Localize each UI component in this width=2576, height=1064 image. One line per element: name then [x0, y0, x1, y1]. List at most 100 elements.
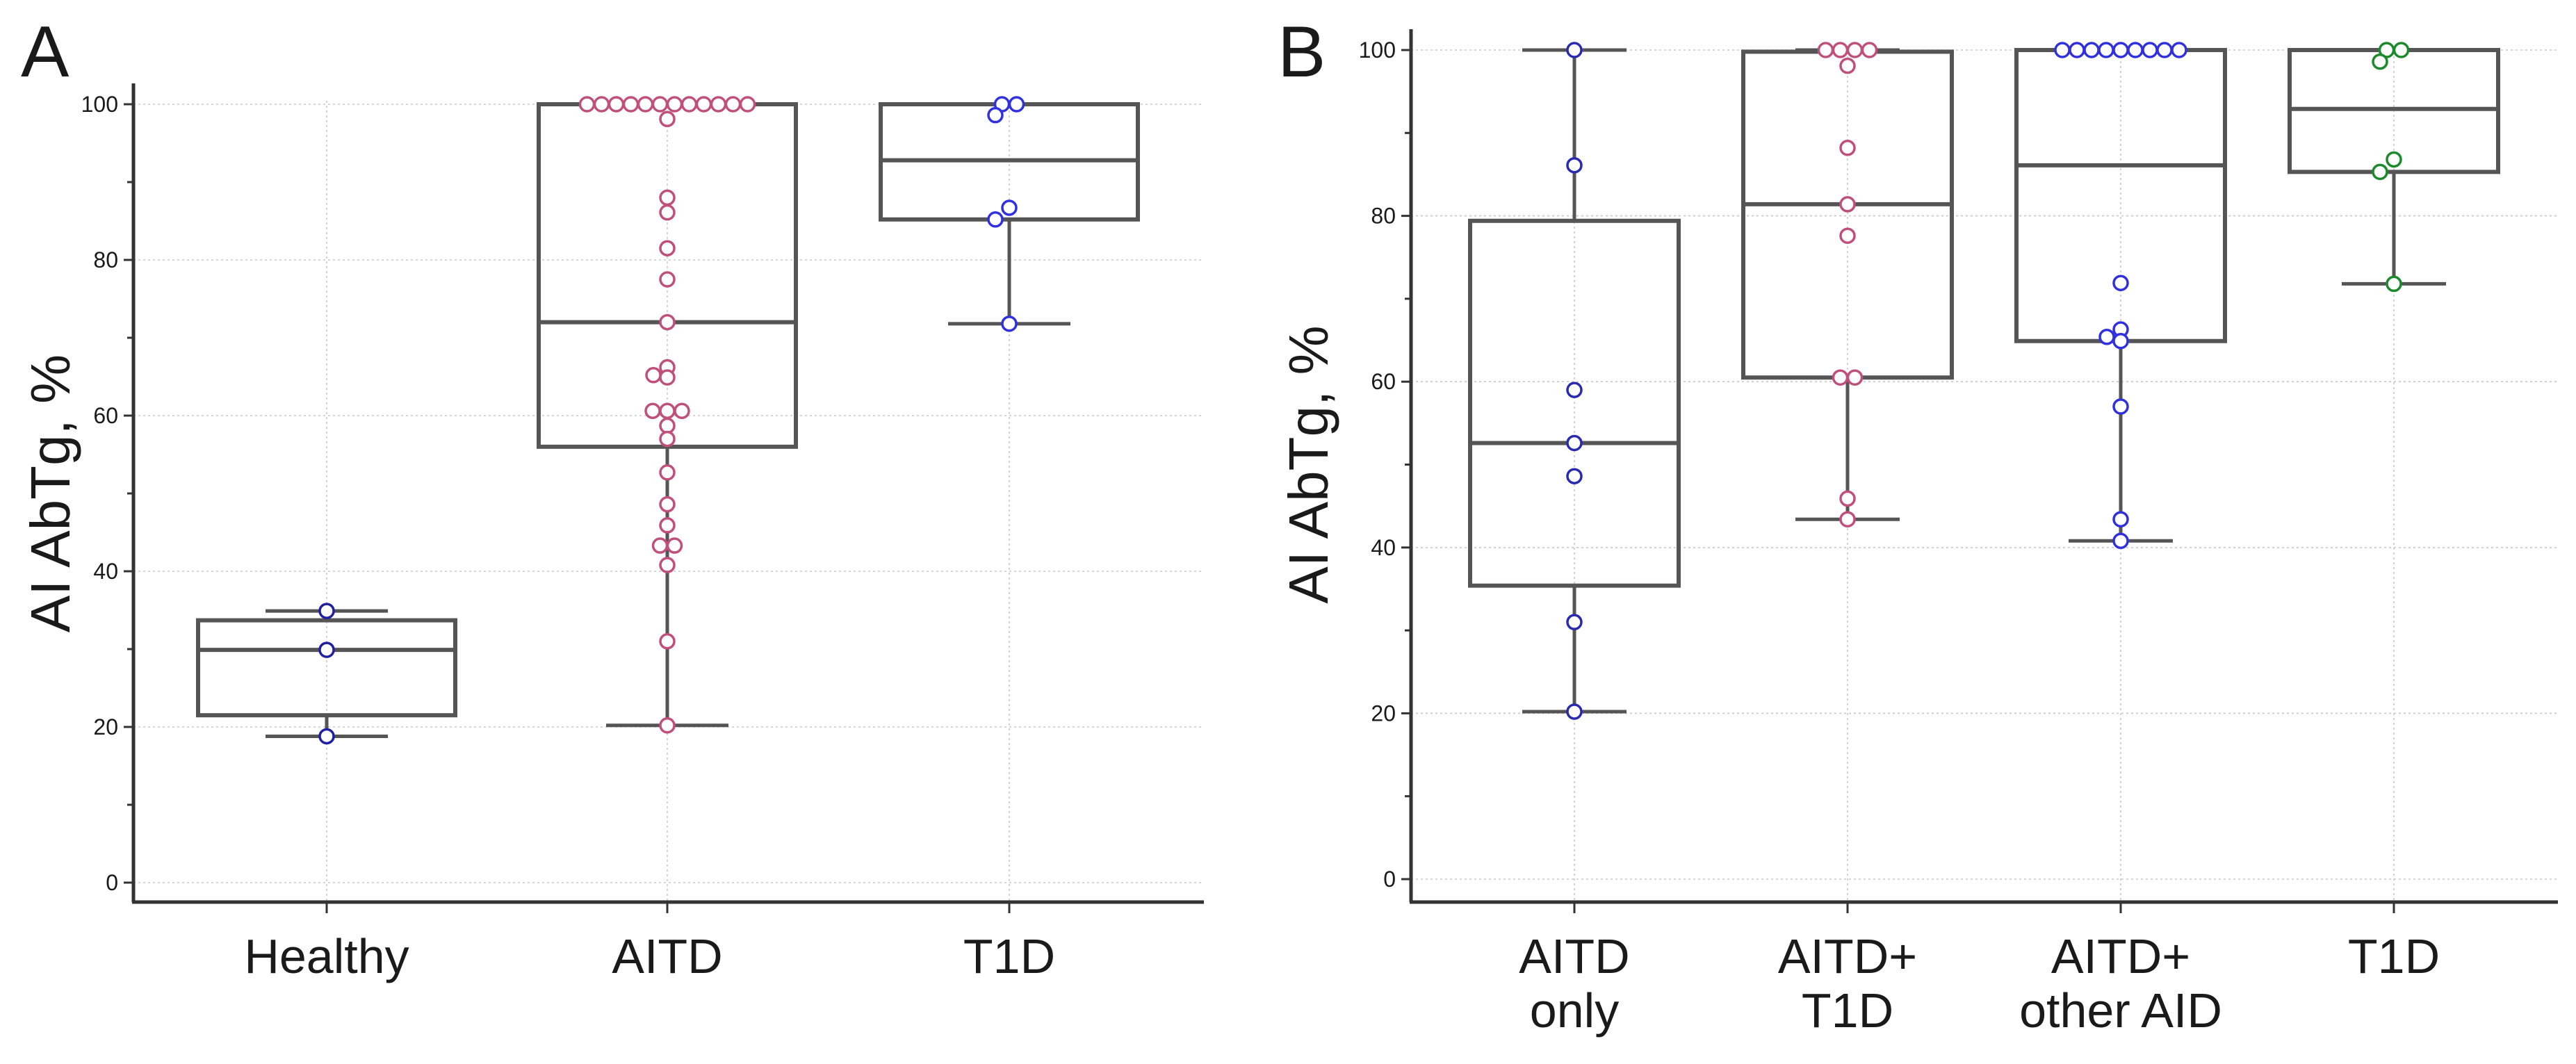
y-tick-label: 20 — [1371, 701, 1396, 726]
y-axis-label: AI AbTg, % — [1278, 325, 1339, 603]
x-category-label: only — [1530, 983, 1619, 1038]
panel-a: A AI AbTg, % 0 20 40 60 80 100 Healthy AITD T1D — [19, 12, 1204, 983]
data-point — [637, 96, 654, 113]
data-point — [1832, 369, 1849, 386]
data-point — [2054, 42, 2071, 58]
data-point — [659, 496, 676, 513]
data-point — [651, 537, 669, 554]
y-tick-label: 60 — [93, 403, 118, 428]
data-point — [1839, 490, 1856, 507]
y-tick-label: 60 — [1371, 369, 1396, 394]
data-point — [1566, 434, 1583, 452]
y-tick-label: 0 — [106, 870, 118, 895]
y-tick-label: 100 — [1359, 38, 1396, 63]
x-category-label: T1D — [2348, 929, 2440, 983]
data-point — [659, 369, 676, 386]
data-point — [1001, 316, 1018, 332]
data-point — [2069, 42, 2085, 58]
data-point — [659, 717, 676, 734]
box-iqr — [1468, 218, 1681, 588]
data-point — [1839, 57, 1856, 74]
data-point — [645, 367, 662, 384]
data-point — [1839, 511, 1856, 527]
x-category-label: Healthy — [244, 929, 409, 983]
data-point — [680, 96, 698, 113]
data-point — [1839, 140, 1856, 156]
panel-letter: B — [1278, 12, 1326, 92]
x-category-label: AITD — [612, 929, 722, 983]
data-point — [1566, 382, 1583, 398]
x-category-label: AITD+ — [2051, 929, 2190, 983]
y-tick-label: 100 — [81, 92, 118, 117]
data-point — [1832, 42, 1849, 58]
data-point — [2171, 42, 2187, 58]
x-category-label: T1D — [1802, 983, 1893, 1038]
data-point — [659, 402, 676, 420]
data-point — [1566, 614, 1583, 630]
data-point — [659, 417, 676, 434]
data-point — [318, 603, 335, 619]
data-point — [659, 557, 676, 573]
data-point — [674, 402, 690, 420]
data-point — [659, 204, 676, 221]
data-point — [739, 96, 756, 113]
data-point — [622, 96, 639, 113]
box-iqr — [2014, 48, 2227, 343]
x-category-label: AITD+ — [1778, 929, 1917, 983]
data-point — [2112, 42, 2129, 58]
data-point — [666, 537, 683, 554]
data-point — [987, 211, 1004, 228]
x-category-label: T1D — [963, 929, 1055, 983]
data-point — [318, 728, 335, 745]
data-point — [1846, 42, 1864, 58]
data-point — [659, 430, 676, 448]
data-point — [1817, 42, 1834, 58]
data-point — [2098, 329, 2115, 345]
data-point — [659, 189, 676, 206]
data-point — [2127, 42, 2144, 58]
data-point — [2386, 275, 2402, 293]
data-point — [578, 96, 596, 113]
data-point — [644, 402, 661, 420]
data-point — [608, 96, 625, 113]
data-point — [2112, 398, 2129, 415]
data-point — [1001, 199, 1018, 216]
data-point — [987, 106, 1004, 124]
data-point — [1861, 42, 1878, 58]
x-category-label: other AID — [2019, 983, 2222, 1038]
data-point — [651, 96, 669, 113]
y-tick-label: 40 — [93, 559, 118, 584]
data-point — [2392, 42, 2410, 58]
data-point — [659, 111, 676, 128]
data-point — [659, 240, 676, 256]
data-point — [659, 464, 676, 481]
data-point — [2112, 332, 2129, 350]
data-point — [2112, 275, 2129, 291]
data-point — [1566, 42, 1583, 58]
data-point — [1566, 468, 1583, 484]
data-point — [2112, 532, 2129, 550]
data-point — [724, 96, 742, 113]
panel-letter: A — [21, 12, 70, 92]
data-point — [1839, 196, 1856, 213]
y-tick-label: 0 — [1383, 867, 1396, 892]
data-point — [593, 96, 610, 113]
y-tick-label: 80 — [93, 247, 118, 272]
data-point — [1839, 227, 1856, 244]
data-point — [2112, 511, 2129, 527]
data-point — [2142, 42, 2158, 58]
data-point — [710, 96, 727, 113]
data-point — [2372, 163, 2388, 181]
y-tick-label: 40 — [1371, 535, 1396, 560]
y-tick-label: 80 — [1371, 204, 1396, 229]
y-axis-label: AI AbTg, % — [19, 354, 81, 632]
data-point — [659, 633, 676, 650]
box-iqr — [196, 618, 457, 718]
data-point — [1008, 96, 1025, 113]
y-tick-label: 20 — [93, 714, 118, 739]
data-point — [666, 96, 683, 113]
panel-b: BAI AbTg, %020406080100AITDonlyAITD+T1DA… — [1278, 12, 2558, 1038]
data-point — [2098, 42, 2114, 58]
data-point — [1846, 369, 1864, 386]
x-category-label: AITD — [1519, 929, 1629, 983]
